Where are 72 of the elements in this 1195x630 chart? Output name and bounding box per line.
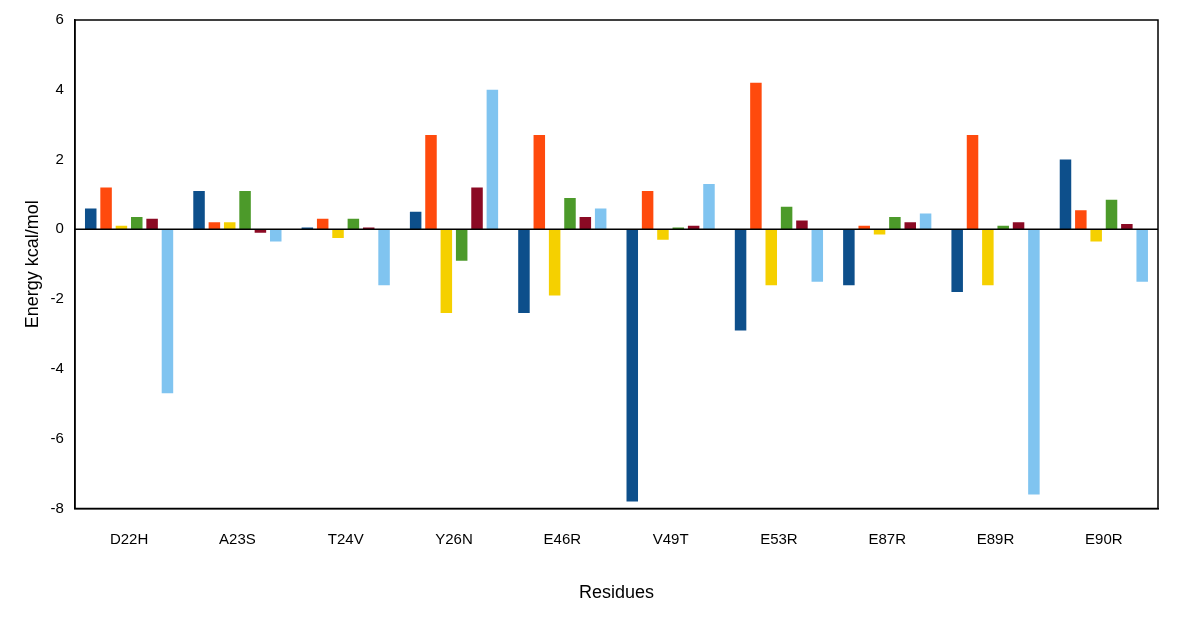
bar	[161, 229, 174, 394]
bar	[223, 222, 236, 230]
bar	[518, 229, 530, 314]
bar	[548, 229, 561, 296]
bar	[1121, 224, 1133, 230]
bar	[843, 229, 855, 286]
bar	[951, 229, 963, 293]
bar	[1075, 210, 1087, 230]
bar	[750, 82, 762, 230]
x-tick-label: E87R	[868, 529, 907, 547]
bar	[208, 222, 221, 230]
bar	[889, 217, 901, 230]
y-tick-label: -4	[50, 359, 64, 376]
x-tick-label: T24V	[327, 529, 364, 547]
bar	[533, 135, 546, 230]
bar	[347, 218, 360, 230]
bar	[626, 229, 639, 502]
y-tick-label: -6	[50, 428, 64, 446]
y-tick-label: 6	[55, 10, 64, 28]
x-tick-label: D22H	[109, 529, 149, 547]
x-tick-label: E46R	[543, 529, 582, 547]
bar	[471, 187, 483, 230]
bar	[1028, 229, 1040, 495]
bar	[997, 225, 1009, 230]
y-tick-label: 4	[55, 79, 64, 97]
bar	[100, 187, 112, 230]
bar	[579, 217, 592, 230]
bar	[131, 217, 143, 230]
bar	[316, 218, 329, 230]
bar	[84, 208, 97, 230]
bar	[440, 229, 453, 314]
bar	[378, 229, 390, 286]
bar	[594, 208, 607, 230]
bar	[780, 206, 793, 230]
bar	[641, 190, 654, 230]
bar	[796, 220, 808, 230]
bar	[1090, 229, 1102, 242]
bar	[1059, 159, 1072, 230]
bar	[982, 229, 994, 286]
bar	[486, 89, 499, 230]
y-tick-label: -8	[50, 498, 64, 516]
y-axis-title: Energy kcal/mol	[21, 200, 42, 329]
bar	[193, 190, 205, 230]
bar	[146, 218, 158, 230]
y-tick-label: -2	[50, 289, 64, 307]
bar	[734, 229, 747, 331]
bar	[919, 213, 932, 230]
x-tick-label: E53R	[760, 529, 798, 547]
bar	[455, 229, 468, 261]
x-tick-label: E89R	[976, 529, 1015, 547]
x-tick-label: E90R	[1085, 529, 1123, 547]
x-tick-label: Y26N	[435, 529, 473, 547]
bar	[703, 183, 715, 230]
bar	[657, 229, 669, 240]
bar	[239, 190, 251, 230]
bar	[858, 225, 870, 230]
bar	[409, 211, 422, 230]
x-axis-title: Residues	[578, 582, 654, 603]
bar	[966, 135, 979, 230]
bar	[904, 222, 916, 230]
x-tick-label: V49T	[652, 529, 689, 547]
bar	[811, 229, 824, 282]
bar	[425, 135, 437, 230]
bar	[270, 229, 282, 242]
bar	[1012, 222, 1025, 230]
y-tick-label: 0	[55, 219, 64, 237]
y-tick-label: 2	[55, 149, 64, 167]
x-tick-label: A23S	[219, 529, 256, 547]
bar	[564, 197, 576, 230]
bar	[1105, 199, 1118, 230]
bar	[1136, 229, 1148, 282]
bar	[765, 229, 778, 286]
